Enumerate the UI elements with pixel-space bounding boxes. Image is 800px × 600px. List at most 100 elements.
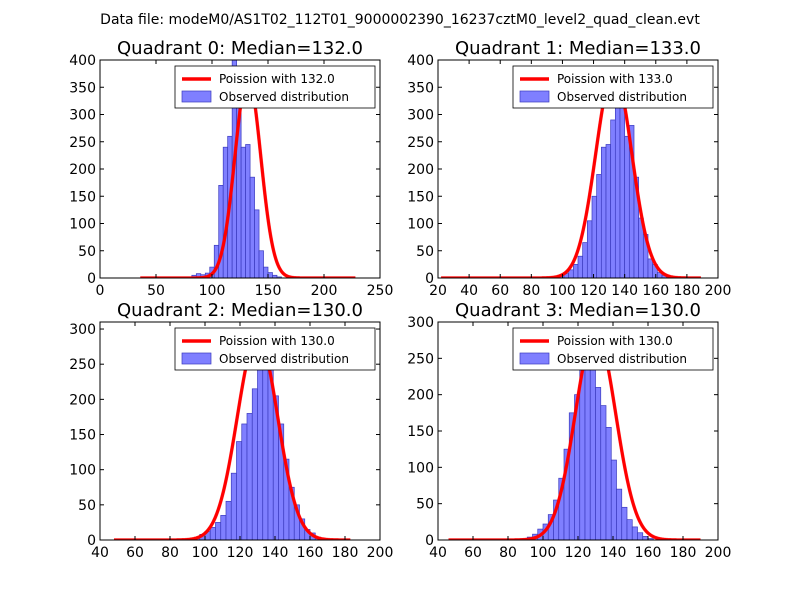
histogram-bar	[610, 119, 616, 278]
plot-area	[447, 328, 702, 540]
histogram-bar	[577, 255, 584, 278]
y-tick-label: 200	[407, 162, 434, 178]
x-tick-label: 200	[705, 283, 732, 299]
y-tick-label: 200	[69, 162, 96, 178]
y-tick-label: 150	[407, 189, 434, 205]
poisson-curve	[440, 69, 702, 278]
histogram-bar	[240, 146, 246, 278]
histogram-bar	[215, 522, 222, 540]
x-tick-label: 140	[600, 545, 627, 561]
histogram-bar	[610, 459, 617, 540]
x-tick-label: 150	[255, 283, 282, 299]
y-tick-label: 300	[69, 322, 96, 338]
y-tick-label: 250	[407, 135, 434, 151]
y-tick-label: 250	[69, 135, 96, 151]
poisson-curve	[113, 334, 351, 540]
y-tick-label: 300	[407, 315, 434, 331]
x-tick-label: 60	[491, 283, 509, 299]
legend-entry-poisson: Poission with 130.0	[557, 334, 673, 348]
y-tick-label: 0	[87, 533, 96, 549]
figure-suptitle: Data file: modeM0/AS1T02_112T01_90000023…	[100, 12, 700, 28]
histogram-bar	[605, 427, 612, 540]
histogram-bar	[614, 81, 621, 278]
histogram-bar	[647, 258, 654, 278]
histogram-bar	[631, 526, 638, 540]
legend: Poission with 130.0 Observed distribution	[512, 327, 714, 371]
subplot-title: Quadrant 0: Median=132.0	[117, 38, 363, 59]
legend: Poission with 133.0 Observed distribution	[512, 65, 714, 109]
poisson-curve	[447, 329, 702, 540]
histogram-bar	[605, 144, 612, 278]
histogram-bar	[263, 266, 269, 278]
histogram-bar	[595, 387, 602, 540]
y-tick-label: 150	[69, 189, 96, 205]
x-tick-label: 40	[91, 545, 109, 561]
histogram-bar	[642, 536, 649, 540]
histogram-bar	[637, 532, 644, 540]
histogram-bar	[624, 135, 630, 278]
y-tick-label: 300	[69, 108, 96, 124]
subplot-grid: Quadrant 0: Median=132.00 50 100 150 200 2500…	[69, 38, 731, 561]
y-tick-label: 50	[78, 244, 96, 260]
x-tick-label: 120	[580, 283, 607, 299]
x-tick-label: 180	[332, 545, 359, 561]
x-tick-label: 180	[670, 545, 697, 561]
histogram-bar	[230, 472, 237, 540]
x-tick-label: 160	[297, 545, 324, 561]
x-tick-label: 100	[199, 283, 226, 299]
x-tick-label: 120	[227, 545, 254, 561]
x-tick-label: 100	[530, 545, 557, 561]
y-tick-label: 50	[78, 498, 96, 514]
histogram-bar	[258, 250, 264, 278]
histogram-bar	[225, 500, 232, 540]
legend-entry-observed: Observed distribution	[557, 352, 687, 366]
histogram-bar	[246, 413, 253, 540]
legend-entry-observed: Observed distribution	[219, 90, 349, 104]
x-tick-label: 40	[429, 545, 447, 561]
histogram-bar	[572, 264, 579, 278]
x-tick-label: 200	[367, 545, 394, 561]
x-tick-label: 200	[705, 545, 732, 561]
legend-entry-observed: Observed distribution	[557, 90, 687, 104]
legend: Poission with 130.0 Observed distribution	[174, 327, 376, 371]
histogram-bar	[249, 176, 255, 278]
legend-entry-observed: Observed distribution	[219, 352, 349, 366]
x-tick-label: 120	[565, 545, 592, 561]
y-tick-label: 150	[407, 424, 434, 440]
subplot-quadrant-1: Quadrant 1: Median=133.020 40 60 80 100 120 14…	[407, 38, 731, 299]
subplot-title: Quadrant 2: Median=130.0	[117, 300, 363, 321]
histogram-bar	[582, 242, 588, 278]
histogram-bar	[209, 526, 216, 540]
x-tick-label: 100	[549, 283, 576, 299]
x-tick-label: 60	[126, 545, 144, 561]
y-tick-label: 100	[69, 463, 96, 479]
y-tick-label: 100	[69, 217, 96, 233]
x-tick-label: 200	[311, 283, 338, 299]
x-tick-label: 0	[96, 283, 105, 299]
histogram-bar	[241, 423, 248, 540]
x-tick-label: 180	[674, 283, 701, 299]
subplot-quadrant-3: Quadrant 3: Median=130.0 40 60 80 100 120 140 1…	[407, 300, 731, 561]
y-tick-label: 300	[407, 108, 434, 124]
y-tick-label: 100	[407, 217, 434, 233]
subplot-title: Quadrant 3: Median=130.0	[455, 300, 701, 321]
y-tick-label: 0	[87, 271, 96, 287]
histogram-bar	[245, 144, 251, 278]
legend-bar-swatch	[519, 352, 550, 365]
x-tick-label: 80	[522, 283, 540, 299]
legend-bar-swatch	[181, 352, 212, 365]
x-tick-label: 20	[429, 283, 447, 299]
histogram-bar	[220, 515, 227, 540]
histogram-bar	[236, 441, 243, 540]
histogram-bar	[600, 405, 607, 540]
y-tick-label: 350	[69, 80, 96, 96]
histogram-bar	[589, 343, 596, 540]
legend-entry-poisson: Poission with 130.0	[219, 334, 335, 348]
x-tick-label: 100	[192, 545, 219, 561]
histogram-bar	[257, 356, 264, 540]
x-tick-label: 80	[161, 545, 179, 561]
subplot-title: Quadrant 1: Median=133.0	[455, 38, 701, 59]
subplot-quadrant-2: Quadrant 2: Median=130.0 40 60 80 100 120 140 1…	[69, 300, 393, 561]
y-tick-label: 0	[425, 271, 434, 287]
